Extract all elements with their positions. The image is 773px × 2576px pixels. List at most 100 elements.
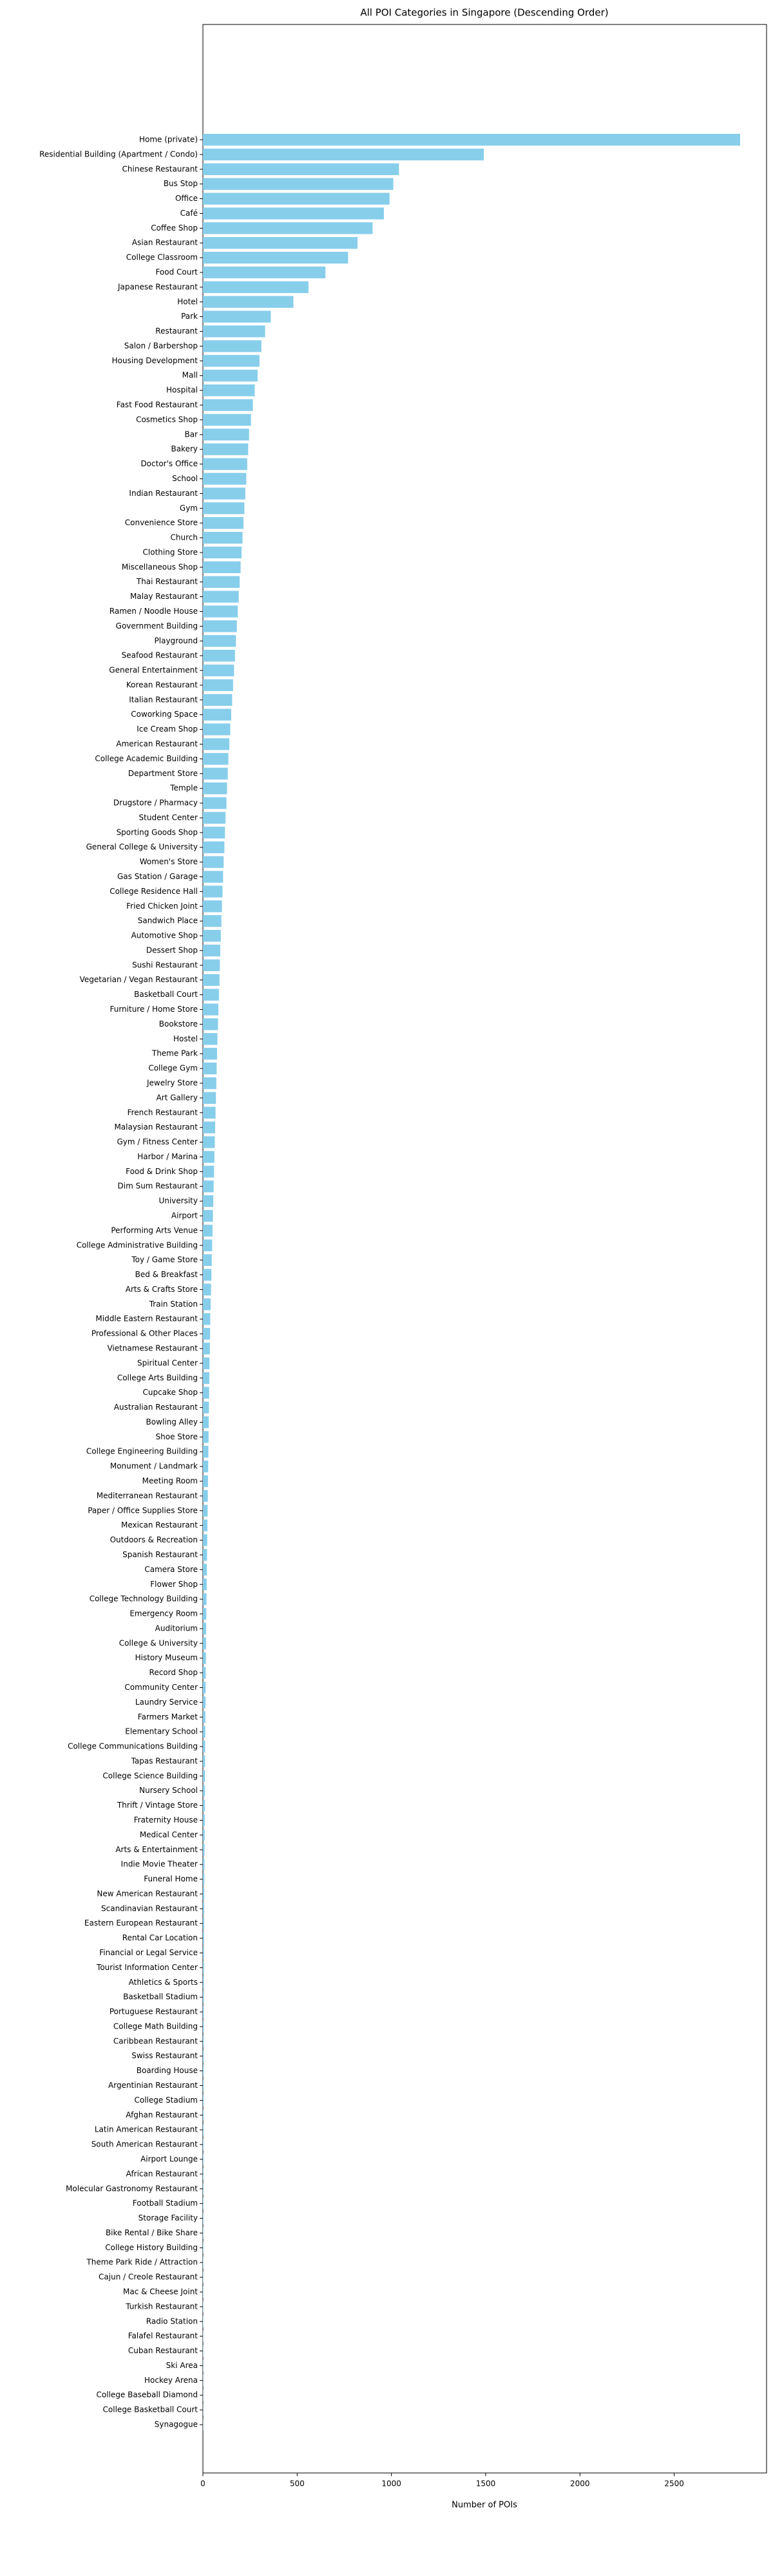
bar bbox=[203, 1372, 209, 1384]
y-tick-label: Miscellaneous Shop bbox=[122, 562, 198, 571]
bar bbox=[203, 516, 243, 529]
bar bbox=[203, 1785, 205, 1797]
bar bbox=[203, 811, 226, 824]
bar bbox=[203, 1814, 205, 1826]
bar bbox=[203, 1622, 206, 1635]
bar bbox=[203, 2286, 204, 2298]
bar bbox=[203, 1048, 217, 1060]
y-tick-label: Mexican Restaurant bbox=[121, 1520, 198, 1530]
bar bbox=[203, 1283, 211, 1296]
y-tick-label: Housing Development bbox=[112, 356, 198, 365]
bar bbox=[203, 664, 234, 677]
bar bbox=[203, 1991, 204, 2003]
bar bbox=[203, 2257, 204, 2269]
y-tick-label: College Engineering Building bbox=[86, 1447, 198, 1456]
bar bbox=[203, 576, 240, 588]
y-tick-label: Seafood Restaurant bbox=[122, 651, 198, 660]
bar bbox=[203, 310, 271, 323]
y-tick-label: Synagogue bbox=[155, 2420, 198, 2429]
y-tick-label: Afghan Restaurant bbox=[126, 2110, 198, 2119]
y-tick-label: Portuguese Restaurant bbox=[110, 2007, 198, 2016]
y-tick-label: Emergency Room bbox=[129, 1609, 198, 1618]
bar bbox=[203, 2138, 204, 2151]
bar bbox=[203, 2094, 204, 2107]
bar bbox=[203, 546, 242, 559]
bar bbox=[203, 266, 326, 279]
bar bbox=[203, 148, 484, 161]
y-tick-label: Farmers Market bbox=[138, 1712, 198, 1721]
bar bbox=[203, 178, 394, 190]
y-tick-label: Residential Building (Apartment / Condo) bbox=[39, 149, 198, 158]
bar bbox=[203, 296, 294, 308]
y-tick-label: Monument / Landmark bbox=[110, 1462, 198, 1471]
bar bbox=[203, 1725, 205, 1738]
bar bbox=[203, 2079, 204, 2092]
y-tick-label: South American Restaurant bbox=[91, 2140, 198, 2149]
y-tick-label: Hotel bbox=[177, 297, 198, 306]
bar bbox=[203, 1740, 205, 1753]
y-tick-label: New American Restaurant bbox=[97, 1889, 198, 1898]
y-tick-label: General College & University bbox=[86, 842, 198, 851]
y-tick-label: Clothing Store bbox=[143, 547, 198, 556]
y-tick-label: Furniture / Home Store bbox=[110, 1005, 198, 1014]
bar bbox=[203, 1637, 206, 1649]
y-tick-label: Turkish Restaurant bbox=[125, 2302, 198, 2311]
y-tick-label: Chinese Restaurant bbox=[122, 164, 198, 173]
y-tick-label: Ice Cream Shop bbox=[137, 724, 198, 734]
bar bbox=[203, 531, 243, 544]
axes-frame bbox=[202, 24, 767, 2474]
bar bbox=[203, 1401, 209, 1414]
y-tick-label: Molecular Gastronomy Restaurant bbox=[66, 2184, 198, 2193]
bar bbox=[203, 1313, 211, 1325]
y-tick-label: Funeral Home bbox=[144, 1875, 198, 1884]
bar bbox=[203, 650, 235, 662]
y-tick-label: Auditorium bbox=[155, 1624, 198, 1633]
y-tick-label: Tourist Information Center bbox=[96, 1963, 198, 1972]
bar bbox=[203, 488, 245, 500]
y-tick-label: Swiss Restaurant bbox=[131, 2051, 198, 2060]
y-tick-label: Gas Station / Garage bbox=[117, 872, 198, 881]
y-tick-label: Malay Restaurant bbox=[130, 592, 198, 601]
y-tick-label: Korean Restaurant bbox=[126, 680, 198, 689]
bar bbox=[203, 1859, 205, 1871]
bar bbox=[203, 133, 741, 146]
y-tick-label: College Math Building bbox=[113, 2022, 198, 2031]
y-tick-label: College Baseball Diamond bbox=[97, 2391, 198, 2400]
y-tick-label: Jewelry Store bbox=[146, 1078, 198, 1087]
y-tick-label: Camera Store bbox=[144, 1565, 198, 1574]
bar bbox=[203, 1770, 205, 1782]
y-tick-label: Drugstore / Pharmacy bbox=[113, 799, 198, 808]
bar bbox=[203, 384, 255, 397]
bar bbox=[203, 2124, 204, 2136]
bar bbox=[203, 1593, 207, 1605]
bar bbox=[203, 871, 224, 883]
bar bbox=[203, 281, 309, 294]
y-tick-label: Bookstore bbox=[159, 1019, 198, 1028]
y-tick-label: Asian Restaurant bbox=[132, 238, 198, 247]
y-tick-label: Sushi Restaurant bbox=[132, 960, 198, 969]
bar bbox=[203, 1342, 210, 1355]
y-tick-label: Medical Center bbox=[140, 1830, 198, 1839]
y-tick-label: Café bbox=[180, 209, 198, 218]
y-tick-label: College Academic Building bbox=[95, 754, 198, 763]
bar bbox=[203, 1298, 211, 1311]
y-tick-label: Home (private) bbox=[139, 135, 198, 144]
y-tick-label: Thrift / Vintage Store bbox=[117, 1801, 198, 1810]
y-tick-label: Football Stadium bbox=[133, 2199, 198, 2208]
y-tick-label: Middle Eastern Restaurant bbox=[95, 1314, 198, 1323]
y-tick-label: Sporting Goods Shop bbox=[117, 828, 198, 837]
y-tick-label: Argentinian Restaurant bbox=[108, 2081, 198, 2090]
bar bbox=[203, 1607, 207, 1620]
bar bbox=[203, 1519, 208, 1531]
y-tick-label: Playground bbox=[155, 636, 198, 645]
y-tick-label: Indie Movie Theater bbox=[121, 1860, 198, 1869]
y-tick-label: Elementary School bbox=[125, 1727, 198, 1736]
y-tick-label: Gym bbox=[180, 504, 198, 513]
y-tick-label: Basketball Court bbox=[134, 990, 198, 999]
y-tick-label: Bed & Breakfast bbox=[135, 1270, 198, 1279]
bar bbox=[203, 1490, 208, 1502]
y-tick-label: History Museum bbox=[135, 1653, 198, 1662]
bar bbox=[203, 163, 399, 175]
y-tick-label: Food & Drink Shop bbox=[126, 1167, 198, 1176]
y-tick-label: Falafel Restaurant bbox=[128, 2331, 198, 2340]
